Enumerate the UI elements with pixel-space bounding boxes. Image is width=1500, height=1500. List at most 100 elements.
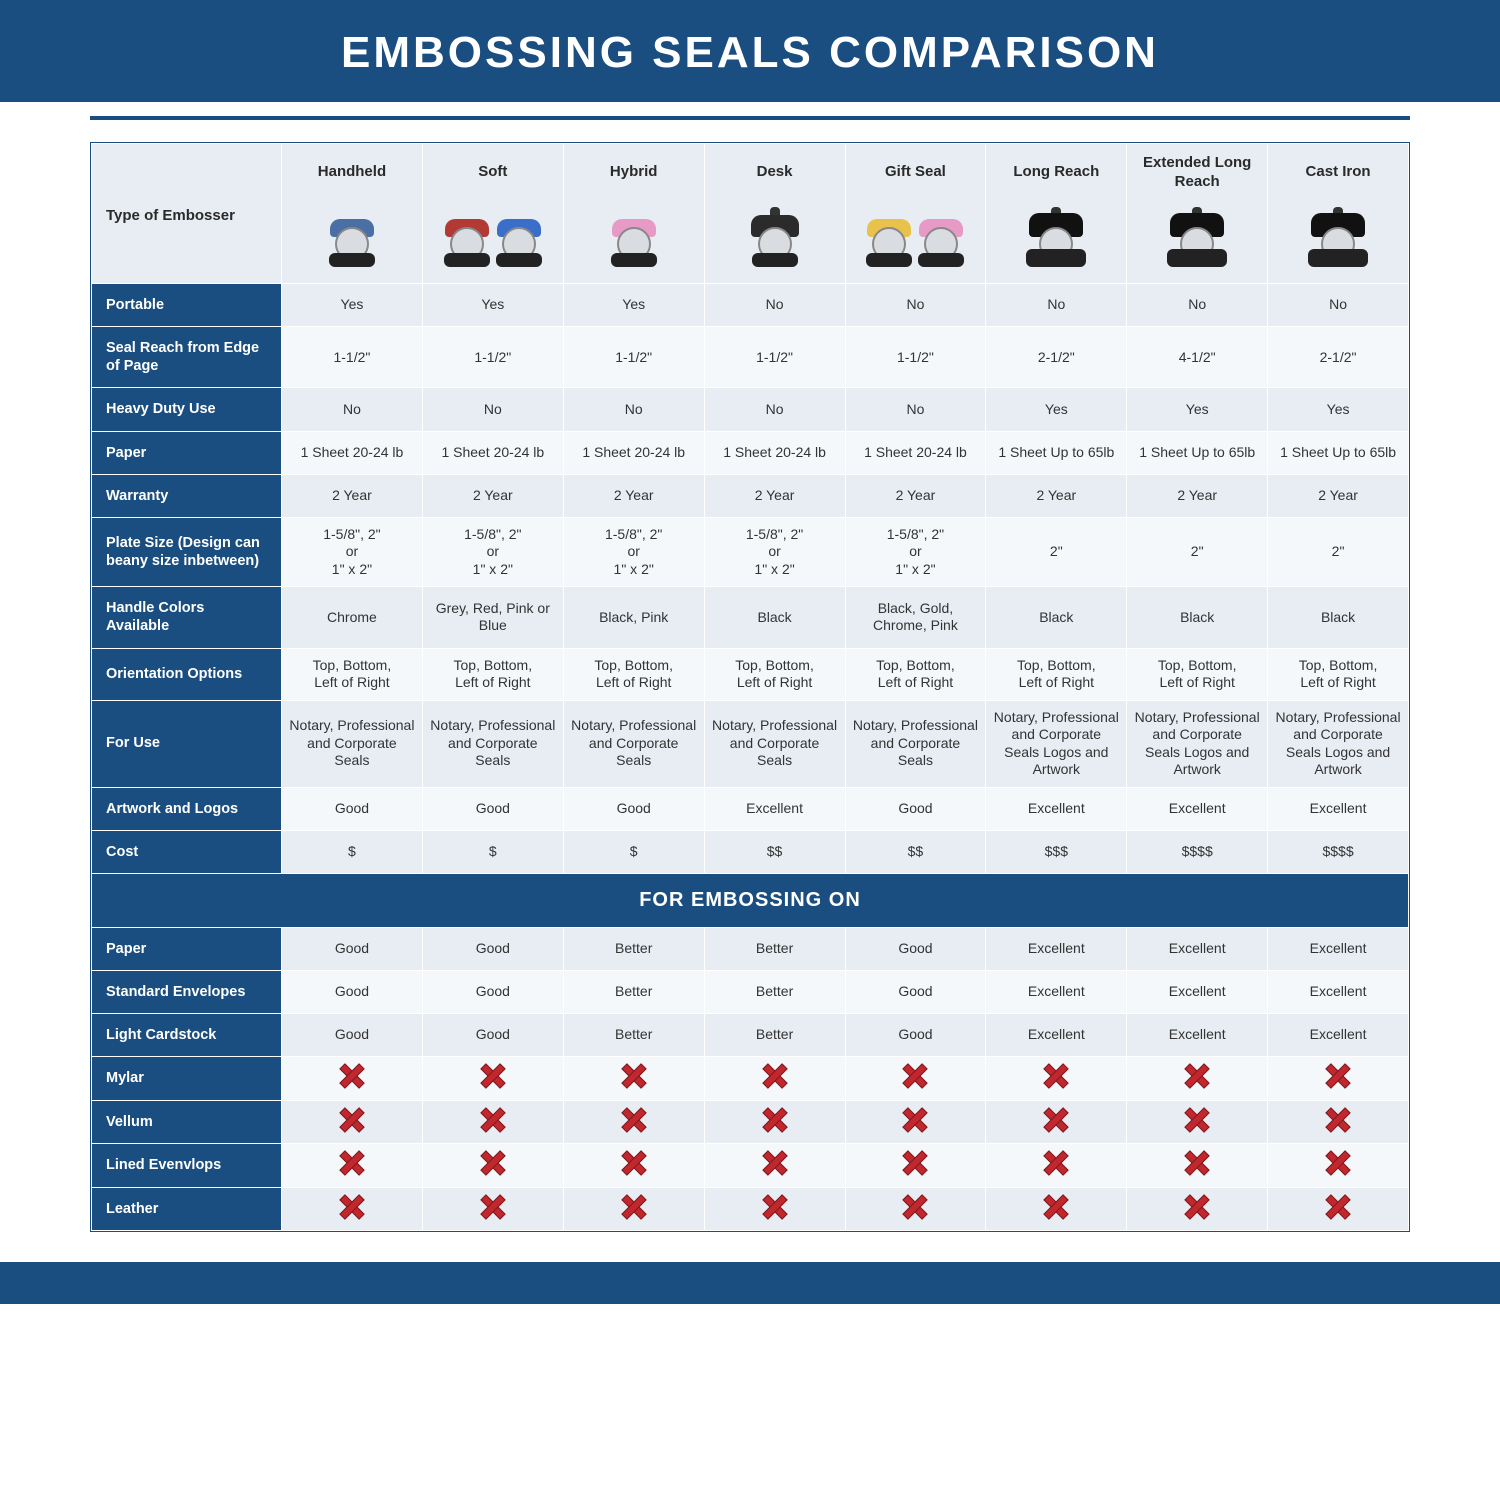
row-label: Artwork and Logos bbox=[92, 787, 282, 830]
table-cell: Excellent bbox=[986, 787, 1127, 830]
table-cell: No bbox=[845, 388, 986, 431]
table-cell: Black bbox=[986, 587, 1127, 648]
embosser-icon bbox=[1127, 196, 1268, 284]
table-cell: No bbox=[422, 388, 563, 431]
table-cell: No bbox=[1127, 284, 1268, 327]
table-cell bbox=[704, 1144, 845, 1188]
table-row: Leather bbox=[92, 1187, 1409, 1231]
table-cell: Black, Gold, Chrome, Pink bbox=[845, 587, 986, 648]
embosser-icon bbox=[1268, 196, 1409, 284]
col-header: Desk bbox=[704, 144, 845, 196]
table-cell: Top, Bottom,Left of Right bbox=[986, 648, 1127, 700]
x-icon bbox=[482, 1196, 504, 1218]
x-icon bbox=[764, 1196, 786, 1218]
table-cell bbox=[1268, 1144, 1409, 1188]
row-label: Portable bbox=[92, 284, 282, 327]
table-cell: 2" bbox=[1268, 517, 1409, 587]
col-header: Extended Long Reach bbox=[1127, 144, 1268, 196]
table-cell: Excellent bbox=[986, 1014, 1127, 1057]
row-label: Handle Colors Available bbox=[92, 587, 282, 648]
table-cell: 1-1/2" bbox=[845, 327, 986, 388]
comparison-table: Type of Embosser Handheld Soft Hybrid De… bbox=[91, 143, 1409, 1231]
table-cell: 1 Sheet 20-24 lb bbox=[845, 431, 986, 474]
table-cell bbox=[282, 1144, 423, 1188]
table-cell: Notary, Professional and Corporate Seals bbox=[282, 700, 423, 787]
table-row: Light CardstockGoodGoodBetterBetterGoodE… bbox=[92, 1014, 1409, 1057]
table-cell bbox=[1127, 1187, 1268, 1231]
row-label: Vellum bbox=[92, 1100, 282, 1144]
table-row: Plate Size (Design can beany size inbetw… bbox=[92, 517, 1409, 587]
table-cell: 1 Sheet 20-24 lb bbox=[704, 431, 845, 474]
table-cell: Good bbox=[422, 1014, 563, 1057]
table-row: Cost$$$$$$$$$$$$$$$$$$ bbox=[92, 830, 1409, 873]
table-cell: Excellent bbox=[1127, 787, 1268, 830]
table-cell bbox=[1268, 1057, 1409, 1101]
table-cell: Excellent bbox=[1268, 927, 1409, 970]
table-cell: Good bbox=[845, 927, 986, 970]
table-row: Lined Evenvlops bbox=[92, 1144, 1409, 1188]
table-cell: Black bbox=[1268, 587, 1409, 648]
table-row: Mylar bbox=[92, 1057, 1409, 1101]
table-cell: Good bbox=[282, 1014, 423, 1057]
col-header: Cast Iron bbox=[1268, 144, 1409, 196]
comparison-table-wrap: Type of Embosser Handheld Soft Hybrid De… bbox=[90, 142, 1410, 1232]
table-cell bbox=[1127, 1144, 1268, 1188]
table-cell bbox=[422, 1187, 563, 1231]
row-label: Orientation Options bbox=[92, 648, 282, 700]
table-cell: Better bbox=[704, 970, 845, 1013]
row-label: Paper bbox=[92, 431, 282, 474]
table-cell bbox=[986, 1144, 1127, 1188]
table-cell: Notary, Professional and Corporate Seals… bbox=[1127, 700, 1268, 787]
table-cell bbox=[282, 1187, 423, 1231]
type-of-embosser-label: Type of Embosser bbox=[92, 144, 282, 284]
table-cell: Excellent bbox=[986, 927, 1127, 970]
table-cell: No bbox=[986, 284, 1127, 327]
header-row: Type of Embosser Handheld Soft Hybrid De… bbox=[92, 144, 1409, 196]
row-label: Mylar bbox=[92, 1057, 282, 1101]
table-cell: 2" bbox=[986, 517, 1127, 587]
table-cell: Top, Bottom,Left of Right bbox=[563, 648, 704, 700]
table-cell: Notary, Professional and Corporate Seals bbox=[563, 700, 704, 787]
table-cell: 1 Sheet Up to 65lb bbox=[1127, 431, 1268, 474]
col-header: Soft bbox=[422, 144, 563, 196]
x-icon bbox=[764, 1152, 786, 1174]
table-cell: Yes bbox=[282, 284, 423, 327]
table-cell: Notary, Professional and Corporate Seals… bbox=[986, 700, 1127, 787]
table-cell: Good bbox=[422, 927, 563, 970]
embosser-icon bbox=[986, 196, 1127, 284]
table-cell: $$ bbox=[704, 830, 845, 873]
table-cell: 1 Sheet 20-24 lb bbox=[422, 431, 563, 474]
table-cell: $$$$ bbox=[1127, 830, 1268, 873]
x-icon bbox=[1045, 1152, 1067, 1174]
table-cell: Yes bbox=[1268, 388, 1409, 431]
embosser-icon bbox=[845, 196, 986, 284]
section-label: FOR EMBOSSING ON bbox=[92, 873, 1409, 927]
table-cell bbox=[986, 1100, 1127, 1144]
table-cell: 1-5/8", 2"or1" x 2" bbox=[282, 517, 423, 587]
table-cell bbox=[1127, 1100, 1268, 1144]
table-cell bbox=[845, 1144, 986, 1188]
table-cell: Top, Bottom,Left of Right bbox=[704, 648, 845, 700]
table-cell: Good bbox=[563, 787, 704, 830]
col-header: Handheld bbox=[282, 144, 423, 196]
x-icon bbox=[1186, 1196, 1208, 1218]
x-icon bbox=[904, 1196, 926, 1218]
table-cell: Good bbox=[422, 970, 563, 1013]
row-label: Paper bbox=[92, 927, 282, 970]
table-cell: 1-1/2" bbox=[422, 327, 563, 388]
table-cell bbox=[1127, 1057, 1268, 1101]
footer-bar bbox=[0, 1262, 1500, 1304]
x-icon bbox=[904, 1065, 926, 1087]
x-icon bbox=[1045, 1109, 1067, 1131]
table-cell: 4-1/2" bbox=[1127, 327, 1268, 388]
table-cell: 1-1/2" bbox=[563, 327, 704, 388]
x-icon bbox=[482, 1109, 504, 1131]
table-row: Warranty2 Year2 Year2 Year2 Year2 Year2 … bbox=[92, 474, 1409, 517]
table-cell: Excellent bbox=[704, 787, 845, 830]
table-cell: 1 Sheet Up to 65lb bbox=[1268, 431, 1409, 474]
table-cell: 1-5/8", 2"or1" x 2" bbox=[845, 517, 986, 587]
table-cell bbox=[1268, 1100, 1409, 1144]
table-row: Vellum bbox=[92, 1100, 1409, 1144]
table-cell: $$$ bbox=[986, 830, 1127, 873]
x-icon bbox=[623, 1152, 645, 1174]
